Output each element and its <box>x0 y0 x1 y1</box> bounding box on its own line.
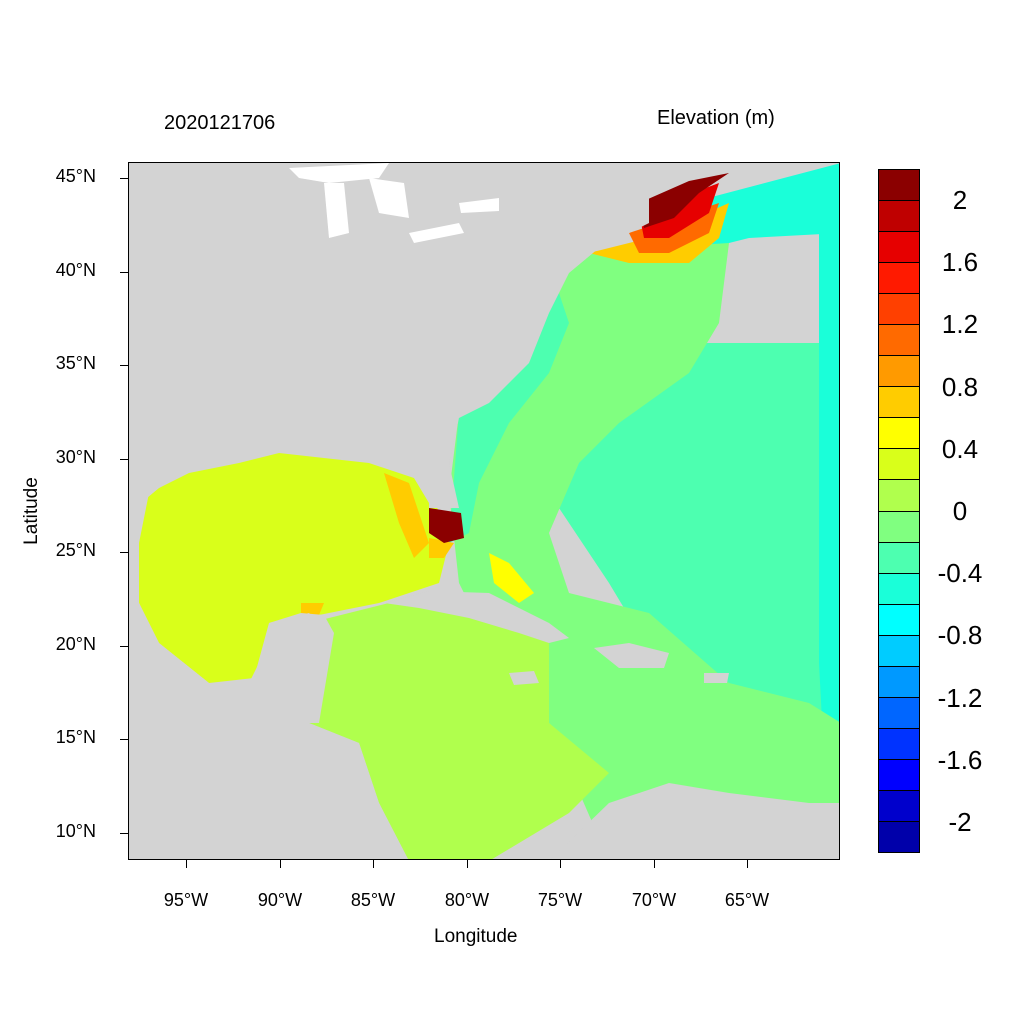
x-tick-95w <box>186 860 187 868</box>
colorbar-tick-label: 0.8 <box>941 371 979 402</box>
colorbar-tick-label: 2 <box>952 185 968 216</box>
x-tick-90w <box>280 860 281 868</box>
colorbar-swatch <box>879 201 919 233</box>
colorbar-swatch <box>879 542 919 574</box>
colorbar-swatch <box>879 387 919 419</box>
colorbar-tick-label: 1.6 <box>941 247 979 278</box>
x-tick-label-85w: 85°W <box>350 890 396 910</box>
colorbar-swatch <box>879 759 919 791</box>
gulf-field <box>129 453 449 683</box>
colorbar-swatch <box>879 325 919 357</box>
yucatan-surge <box>301 603 324 615</box>
colorbar-tick-label: 1.2 <box>941 309 979 340</box>
southeast-coast-land <box>429 418 459 508</box>
y-tick-15 <box>120 739 128 740</box>
land-masses <box>129 163 839 859</box>
y-tick-label-10: 10°N <box>55 821 96 841</box>
caribbean-field <box>309 603 609 859</box>
colorbar-swatch <box>879 821 919 853</box>
atlantic-shelf-strip <box>449 293 569 543</box>
colorbar-swatch <box>879 573 919 605</box>
colorbar-swatch <box>879 604 919 636</box>
colorbar-swatch <box>879 728 919 760</box>
y-tick-35 <box>120 365 128 366</box>
x-tick-label-75w: 75°W <box>537 890 583 910</box>
south-america-land <box>551 783 839 859</box>
colorbar-swatch <box>879 418 919 450</box>
y-tick-label-40: 40°N <box>55 260 96 280</box>
colorbar-tick-label: -1.6 <box>937 744 983 775</box>
y-tick-40 <box>120 272 128 273</box>
yucatan-land <box>269 613 334 723</box>
timestamp-label: 2020121706 <box>164 112 276 134</box>
colorbar-tick-label: -0.4 <box>937 558 983 589</box>
colorbar-swatch <box>879 232 919 264</box>
y-tick-label-15: 15°N <box>55 727 96 747</box>
jamaica-land <box>509 671 539 685</box>
colorbar-swatch <box>879 480 919 512</box>
y-tick-10 <box>120 833 128 834</box>
y-tick-label-30: 30°N <box>55 447 96 467</box>
hispaniola-land <box>594 643 669 668</box>
y-tick-label-25: 25°N <box>55 540 96 560</box>
colorbar-tick-label: 0 <box>952 496 968 526</box>
x-tick-label-65w: 65°W <box>724 890 770 910</box>
colorbar-swatch <box>879 170 919 202</box>
southwest-florida-surge <box>429 508 464 543</box>
x-axis-title: Longitude <box>434 926 518 947</box>
colorbar-swatch <box>879 263 919 295</box>
lake-ontario <box>459 198 499 213</box>
colorbar-swatch <box>879 356 919 388</box>
map-plot-area <box>128 162 840 860</box>
ocean-fields <box>129 163 839 859</box>
x-tick-label-90w: 90°W <box>257 890 303 910</box>
colorbar <box>878 169 920 853</box>
shelf-east-field <box>819 233 839 853</box>
y-tick-45 <box>120 178 128 179</box>
x-tick-85w <box>373 860 374 868</box>
north-america-land <box>129 163 649 543</box>
x-tick-75w <box>560 860 561 868</box>
x-tick-70w <box>654 860 655 868</box>
florida-keys-surge <box>429 538 454 558</box>
y-tick-30 <box>120 459 128 460</box>
colorbar-swatch <box>879 294 919 326</box>
west-florida-surge <box>384 473 429 558</box>
lake-superior <box>289 163 389 183</box>
colorbar-swatch <box>879 666 919 698</box>
x-tick-label-70w: 70°W <box>631 890 677 910</box>
colorbar-swatch <box>879 697 919 729</box>
x-tick-65w <box>747 860 748 868</box>
colorbar-swatch <box>879 449 919 481</box>
colorbar-tick-label: -1.2 <box>937 682 983 713</box>
colorbar-tick-label: -2 <box>948 806 972 837</box>
y-axis-title: Latitude <box>21 477 42 545</box>
y-tick-label-45: 45°N <box>55 166 96 186</box>
y-tick-20 <box>120 646 128 647</box>
bahamas-surge <box>489 553 534 603</box>
elevation-map <box>129 163 839 859</box>
variable-title: Elevation (m) <box>657 107 775 129</box>
mexico-land <box>129 543 408 859</box>
puerto-rico-land <box>704 673 729 683</box>
colorbar-swatch <box>879 635 919 667</box>
lake-michigan <box>324 183 349 238</box>
lake-huron <box>369 178 409 218</box>
lake-erie <box>409 223 464 243</box>
colorbar-tick-label: -0.8 <box>937 620 983 651</box>
x-tick-80w <box>467 860 468 868</box>
y-tick-label-20: 20°N <box>55 634 96 654</box>
gulf-of-maine-surge-4 <box>639 173 729 228</box>
y-tick-25 <box>120 552 128 553</box>
gulf-of-maine-surge-1 <box>589 203 729 263</box>
y-tick-label-35: 35°N <box>55 353 96 373</box>
colorbar-swatch <box>879 511 919 543</box>
shelf-field <box>689 163 839 253</box>
colorbar-tick-label: 0.4 <box>941 433 979 464</box>
great-lakes <box>289 163 499 243</box>
x-tick-label-80w: 80°W <box>444 890 490 910</box>
cuba-land <box>384 591 569 643</box>
x-tick-label-95w: 95°W <box>163 890 209 910</box>
colorbar-swatch <box>879 790 919 822</box>
